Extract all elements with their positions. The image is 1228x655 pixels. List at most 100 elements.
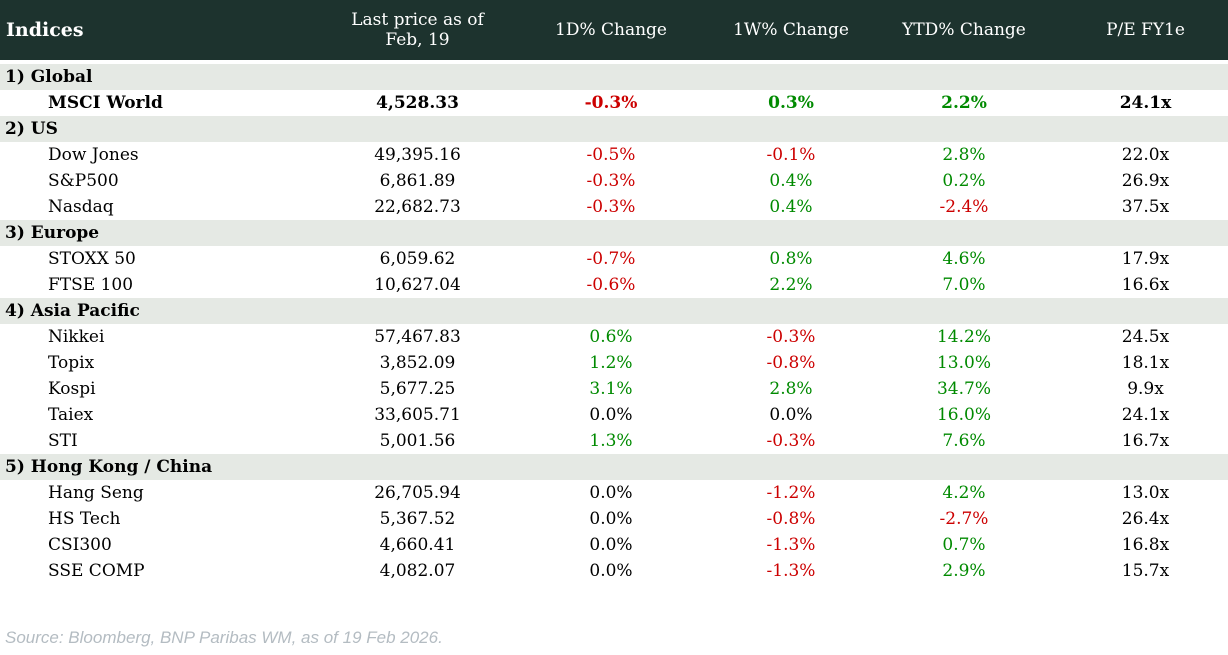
pe-fy1e: 13.0x bbox=[1063, 480, 1228, 506]
change-1w: -1.3% bbox=[717, 558, 865, 584]
last-price: 26,705.94 bbox=[330, 480, 505, 506]
section-row: 1) Global bbox=[0, 60, 1228, 90]
table-header: Indices Last price as of Feb, 19 1D% Cha… bbox=[0, 0, 1228, 62]
section-row: 2) US bbox=[0, 116, 1228, 142]
change-1w: -0.8% bbox=[717, 350, 865, 376]
change-1w: -0.8% bbox=[717, 506, 865, 532]
change-ytd: 4.6% bbox=[865, 246, 1063, 272]
change-ytd: 4.2% bbox=[865, 480, 1063, 506]
change-ytd: 7.6% bbox=[865, 428, 1063, 454]
index-name: S&P500 bbox=[0, 168, 330, 194]
pe-fy1e: 22.0x bbox=[1063, 142, 1228, 168]
pe-fy1e: 16.6x bbox=[1063, 272, 1228, 298]
index-row: HS Tech 5,367.52 0.0% -0.8% -2.7% 26.4x bbox=[0, 506, 1228, 532]
last-price: 5,367.52 bbox=[330, 506, 505, 532]
index-row: Nikkei 57,467.83 0.6% -0.3% 14.2% 24.5x bbox=[0, 324, 1228, 350]
index-row: Nasdaq 22,682.73 -0.3% 0.4% -2.4% 37.5x bbox=[0, 194, 1228, 220]
last-price: 57,467.83 bbox=[330, 324, 505, 350]
section-row: 3) Europe bbox=[0, 220, 1228, 246]
change-1d: 0.0% bbox=[505, 402, 717, 428]
change-1d: -0.7% bbox=[505, 246, 717, 272]
section-label: 4) Asia Pacific bbox=[0, 298, 1228, 324]
change-1w: -1.2% bbox=[717, 480, 865, 506]
change-1d: 1.2% bbox=[505, 350, 717, 376]
change-1d: 0.0% bbox=[505, 532, 717, 558]
section-label: 5) Hong Kong / China bbox=[0, 454, 1228, 480]
index-name: SSE COMP bbox=[0, 558, 330, 584]
pe-fy1e: 15.7x bbox=[1063, 558, 1228, 584]
index-name: STI bbox=[0, 428, 330, 454]
index-row: S&P500 6,861.89 -0.3% 0.4% 0.2% 26.9x bbox=[0, 168, 1228, 194]
pe-fy1e: 18.1x bbox=[1063, 350, 1228, 376]
pe-fy1e: 9.9x bbox=[1063, 376, 1228, 402]
index-name: HS Tech bbox=[0, 506, 330, 532]
change-1d: 0.0% bbox=[505, 506, 717, 532]
section-row: 4) Asia Pacific bbox=[0, 298, 1228, 324]
change-ytd: 2.9% bbox=[865, 558, 1063, 584]
index-name: Taiex bbox=[0, 402, 330, 428]
column-header-1w-change: 1W% Change bbox=[717, 0, 865, 62]
change-1d: -0.3% bbox=[505, 90, 717, 116]
change-1w: 2.2% bbox=[717, 272, 865, 298]
index-name: Kospi bbox=[0, 376, 330, 402]
change-ytd: -2.7% bbox=[865, 506, 1063, 532]
index-row: STOXX 50 6,059.62 -0.7% 0.8% 4.6% 17.9x bbox=[0, 246, 1228, 272]
section-label: 3) Europe bbox=[0, 220, 1228, 246]
index-name: CSI300 bbox=[0, 532, 330, 558]
last-price: 22,682.73 bbox=[330, 194, 505, 220]
change-1w: 0.8% bbox=[717, 246, 865, 272]
pe-fy1e: 24.5x bbox=[1063, 324, 1228, 350]
change-ytd: 2.2% bbox=[865, 90, 1063, 116]
pe-fy1e: 17.9x bbox=[1063, 246, 1228, 272]
index-name: STOXX 50 bbox=[0, 246, 330, 272]
index-name: Topix bbox=[0, 350, 330, 376]
indices-table: Indices Last price as of Feb, 19 1D% Cha… bbox=[0, 0, 1228, 584]
index-name: Dow Jones bbox=[0, 142, 330, 168]
change-1d: -0.5% bbox=[505, 142, 717, 168]
column-header-ytd-change: YTD% Change bbox=[865, 0, 1063, 62]
section-label: 2) US bbox=[0, 116, 1228, 142]
source-note: Source: Bloomberg, BNP Paribas WM, as of… bbox=[5, 628, 443, 647]
change-1w: -0.3% bbox=[717, 324, 865, 350]
index-name: Nikkei bbox=[0, 324, 330, 350]
change-1d: -0.3% bbox=[505, 194, 717, 220]
last-price: 49,395.16 bbox=[330, 142, 505, 168]
index-row: STI 5,001.56 1.3% -0.3% 7.6% 16.7x bbox=[0, 428, 1228, 454]
change-ytd: 7.0% bbox=[865, 272, 1063, 298]
change-ytd: 16.0% bbox=[865, 402, 1063, 428]
change-1w: 2.8% bbox=[717, 376, 865, 402]
change-1w: -1.3% bbox=[717, 532, 865, 558]
change-1w: -0.1% bbox=[717, 142, 865, 168]
last-price: 5,677.25 bbox=[330, 376, 505, 402]
change-1w: 0.4% bbox=[717, 194, 865, 220]
change-1w: 0.4% bbox=[717, 168, 865, 194]
index-name: FTSE 100 bbox=[0, 272, 330, 298]
pe-fy1e: 24.1x bbox=[1063, 90, 1228, 116]
change-ytd: 0.7% bbox=[865, 532, 1063, 558]
index-row: Topix 3,852.09 1.2% -0.8% 13.0% 18.1x bbox=[0, 350, 1228, 376]
last-price: 3,852.09 bbox=[330, 350, 505, 376]
index-row: Taiex 33,605.71 0.0% 0.0% 16.0% 24.1x bbox=[0, 402, 1228, 428]
pe-fy1e: 26.4x bbox=[1063, 506, 1228, 532]
pe-fy1e: 24.1x bbox=[1063, 402, 1228, 428]
column-header-pe-fy1e: P/E FY1e bbox=[1063, 0, 1228, 62]
change-1d: 0.0% bbox=[505, 480, 717, 506]
index-row: Hang Seng 26,705.94 0.0% -1.2% 4.2% 13.0x bbox=[0, 480, 1228, 506]
change-1d: 0.6% bbox=[505, 324, 717, 350]
column-header-indices: Indices bbox=[0, 0, 330, 62]
change-ytd: 2.8% bbox=[865, 142, 1063, 168]
index-row: SSE COMP 4,082.07 0.0% -1.3% 2.9% 15.7x bbox=[0, 558, 1228, 584]
last-price: 4,660.41 bbox=[330, 532, 505, 558]
change-1d: 3.1% bbox=[505, 376, 717, 402]
pe-fy1e: 26.9x bbox=[1063, 168, 1228, 194]
change-ytd: 14.2% bbox=[865, 324, 1063, 350]
index-row: Kospi 5,677.25 3.1% 2.8% 34.7% 9.9x bbox=[0, 376, 1228, 402]
section-row: 5) Hong Kong / China bbox=[0, 454, 1228, 480]
last-price: 4,082.07 bbox=[330, 558, 505, 584]
last-price: 10,627.04 bbox=[330, 272, 505, 298]
table-body: 1) Global MSCI World 4,528.33 -0.3% 0.3% 2.2%… bbox=[0, 60, 1228, 584]
last-price: 33,605.71 bbox=[330, 402, 505, 428]
index-row: MSCI World 4,528.33 -0.3% 0.3% 2.2% 24.1x bbox=[0, 90, 1228, 116]
index-name: Hang Seng bbox=[0, 480, 330, 506]
